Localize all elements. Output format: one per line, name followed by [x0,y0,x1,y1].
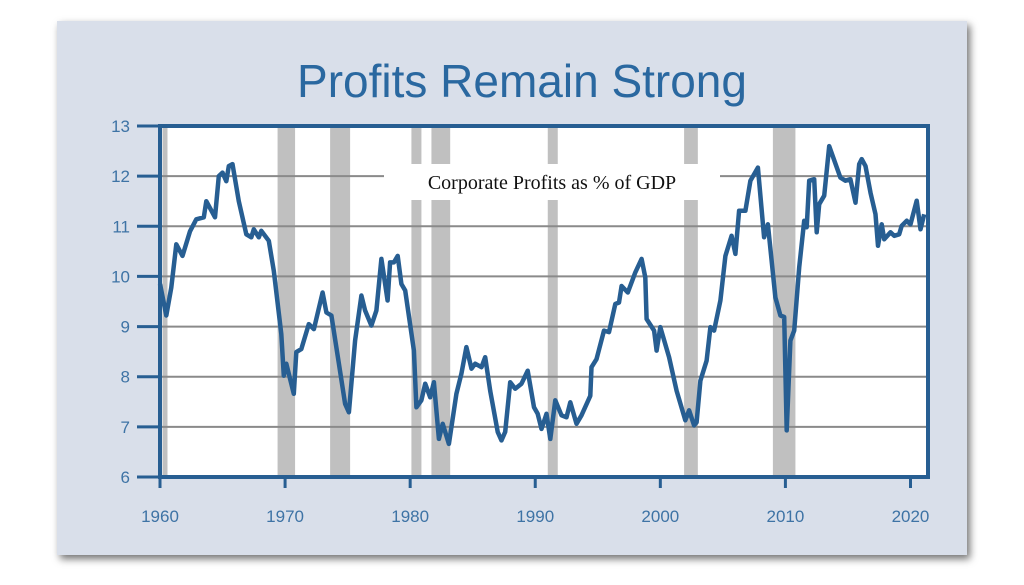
y-tick-label: 10 [111,267,130,286]
recession-band [277,126,296,477]
x-tick-label: 1980 [391,507,429,526]
y-tick-label: 13 [111,117,130,136]
y-tick-label: 9 [121,318,130,337]
recession-band [330,126,351,477]
y-tick-label: 12 [111,167,130,186]
x-tick-label: 2020 [892,507,930,526]
recession-band [547,126,558,477]
series-line [157,143,927,447]
y-tick-label: 11 [112,217,130,236]
y-tick-label: 6 [121,468,130,487]
y-tick-label: 7 [121,418,130,437]
recession-band [684,126,698,477]
chart-title: Profits Remain Strong [297,55,747,107]
x-tick-label: 1960 [141,507,179,526]
x-tick-label: 2010 [766,507,804,526]
x-tick-label: 1990 [516,507,554,526]
plot-frame [158,124,930,479]
subtitle-box [384,164,720,200]
recession-band [411,126,422,477]
x-tick-label: 2000 [641,507,679,526]
y-tick-label: 8 [121,368,130,387]
chart-subtitle: Corporate Profits as % of GDP [428,172,676,194]
x-tick-label: 1970 [266,507,304,526]
